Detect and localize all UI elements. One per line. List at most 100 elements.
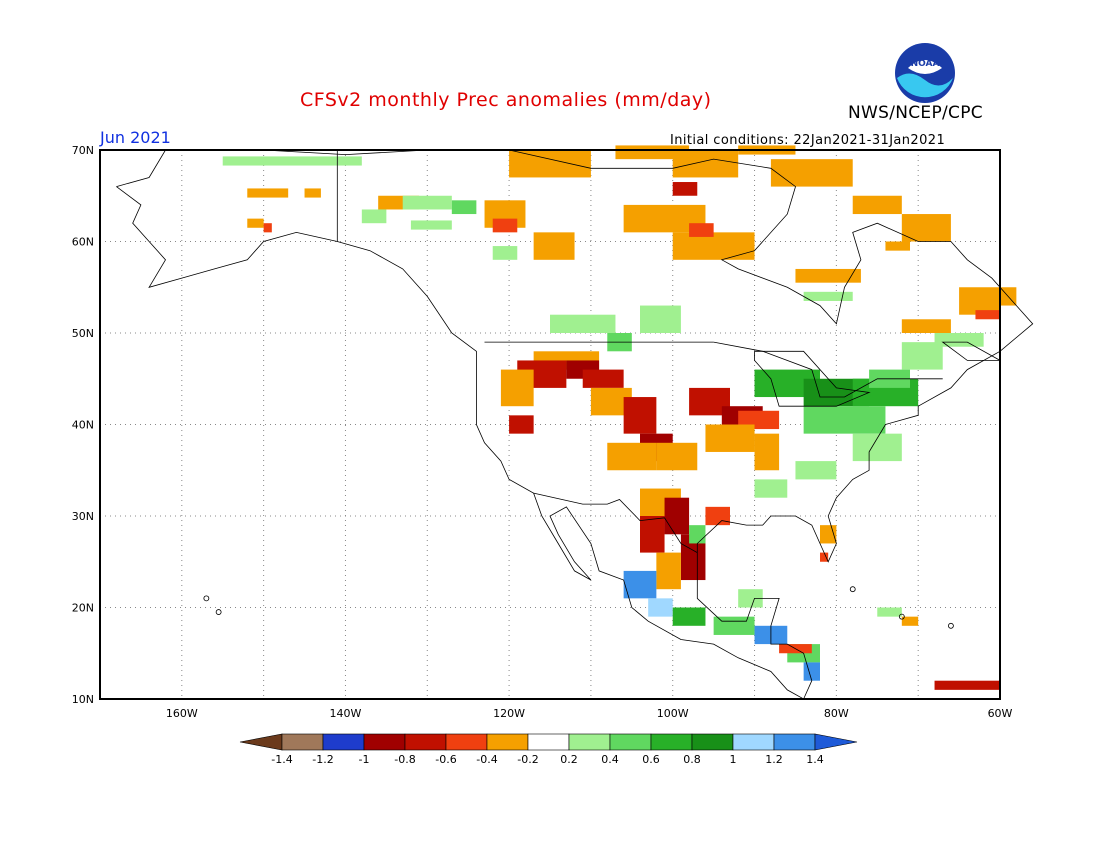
colorbar-swatch — [527, 733, 570, 751]
colorbar-swatch — [445, 733, 488, 751]
anomaly-cell — [607, 442, 657, 471]
lat-tick-label: 10N — [72, 693, 94, 706]
colorbar-arrow-left — [239, 733, 283, 751]
anomaly-cell — [705, 424, 755, 452]
anomaly-cell — [247, 218, 264, 228]
anomaly-cell — [901, 319, 951, 333]
lon-tick-label: 100W — [657, 707, 689, 720]
anomaly-cell — [754, 479, 788, 498]
colorbar-label: 0.2 — [560, 753, 578, 766]
colorbar-label: -1.4 — [271, 753, 292, 766]
colorbar-swatch — [363, 733, 406, 751]
colorbar-swatch — [691, 733, 734, 751]
colorbar-label: -0.4 — [476, 753, 497, 766]
colorbar-swatch — [404, 733, 447, 751]
colorbar-swatch — [732, 733, 775, 751]
anomaly-cell — [975, 310, 1000, 320]
anomaly-cell — [901, 214, 951, 242]
anomaly-cell — [550, 314, 616, 333]
coastlines — [116, 149, 1034, 700]
anomaly-cell — [222, 156, 362, 166]
colorbar-label: 1 — [730, 753, 737, 766]
anomaly-cell — [820, 552, 829, 562]
anomaly-cell — [402, 195, 452, 210]
colorbar-swatch — [650, 733, 693, 751]
island-outline — [948, 622, 954, 629]
anomaly-cell — [754, 433, 780, 471]
anomaly-cell — [263, 223, 272, 233]
anomaly-cell — [656, 552, 681, 590]
anomaly-cell — [500, 369, 534, 407]
anomaly-cell — [623, 397, 657, 434]
colorbar-label: -0.6 — [435, 753, 456, 766]
anomaly-cell — [672, 182, 698, 196]
anomaly-cell — [582, 369, 624, 388]
anomaly-cell — [623, 570, 657, 599]
island-outline — [849, 586, 856, 593]
anomaly-cell — [492, 246, 518, 260]
colorbar-swatch — [486, 733, 529, 751]
colorbar-label: -1 — [359, 753, 370, 766]
colorbar-label: -1.2 — [312, 753, 333, 766]
forecast-month: Jun 2021 — [100, 128, 171, 147]
lat-tick-label: 70N — [72, 144, 94, 157]
anomaly-cell — [934, 333, 984, 347]
anomaly-cell — [877, 607, 902, 617]
colorbar-swatch — [773, 733, 816, 751]
anomaly-cell — [803, 291, 853, 301]
island-outline — [215, 609, 222, 615]
political-border — [533, 492, 698, 553]
colorbar-label: 0.4 — [601, 753, 619, 766]
svg-text:NOAA: NOAA — [911, 59, 940, 69]
noaa-logo: NOAA — [895, 43, 955, 103]
anomaly-cell — [492, 218, 518, 233]
anomaly-cell — [656, 442, 698, 471]
anomaly-cell — [885, 241, 910, 251]
lat-tick-label: 50N — [72, 327, 94, 340]
lon-tick-label: 60W — [988, 707, 1013, 720]
lon-tick-label: 140W — [330, 707, 362, 720]
anomaly-cell — [689, 223, 714, 237]
lon-tick-label: 160W — [166, 707, 198, 720]
anomaly-cell — [664, 497, 690, 535]
anomaly-cell — [705, 506, 730, 526]
colorbar-swatch — [568, 733, 611, 751]
colorbar-label: 1.4 — [806, 753, 824, 766]
anomaly-cell — [247, 188, 289, 198]
anomaly-cell — [304, 188, 321, 198]
lon-tick-label: 80W — [824, 707, 849, 720]
island-outline — [898, 613, 905, 620]
anomaly-cell — [795, 268, 861, 283]
anomaly-cell — [795, 461, 837, 480]
anomaly-cells — [222, 145, 1017, 690]
anomaly-cell — [615, 145, 690, 160]
anomaly-cell — [361, 209, 387, 224]
lake-outline — [754, 350, 871, 407]
continent-outline — [116, 149, 1034, 700]
colorbar-swatch — [609, 733, 652, 751]
anomaly-cell — [803, 406, 886, 434]
anomaly-cell — [410, 220, 452, 230]
anomaly-cell — [689, 525, 706, 544]
map-frame — [99, 149, 1001, 700]
colorbar: -1.4 -1.2 -1 -0.8 -0.6 -0.4 -0.2 0.2 0.4 0.6 0.8 1 1… — [239, 733, 858, 766]
anomaly-cell — [640, 305, 681, 333]
anomaly-cell — [640, 516, 665, 553]
agency-label: NWS/NCEP/CPC — [848, 103, 983, 123]
initial-conditions-label: Initial conditions: 22Jan2021-31Jan2021 — [670, 133, 946, 148]
chart-title: CFSv2 monthly Prec anomalies (mm/day) — [300, 89, 712, 111]
anomaly-cell — [451, 200, 477, 215]
anomaly-cell — [648, 598, 673, 617]
lat-tick-label: 40N — [72, 419, 94, 432]
lat-tick-label: 30N — [72, 510, 94, 523]
political-border — [713, 341, 943, 398]
colorbar-label: 1.2 — [765, 753, 783, 766]
anomaly-cell — [901, 342, 943, 370]
anomaly-cell — [533, 232, 575, 260]
colorbar-label: 0.8 — [683, 753, 701, 766]
colorbar-label: -0.8 — [394, 753, 415, 766]
colorbar-swatch — [281, 733, 324, 751]
island-outline — [203, 595, 210, 602]
colorbar-label: 0.6 — [642, 753, 660, 766]
